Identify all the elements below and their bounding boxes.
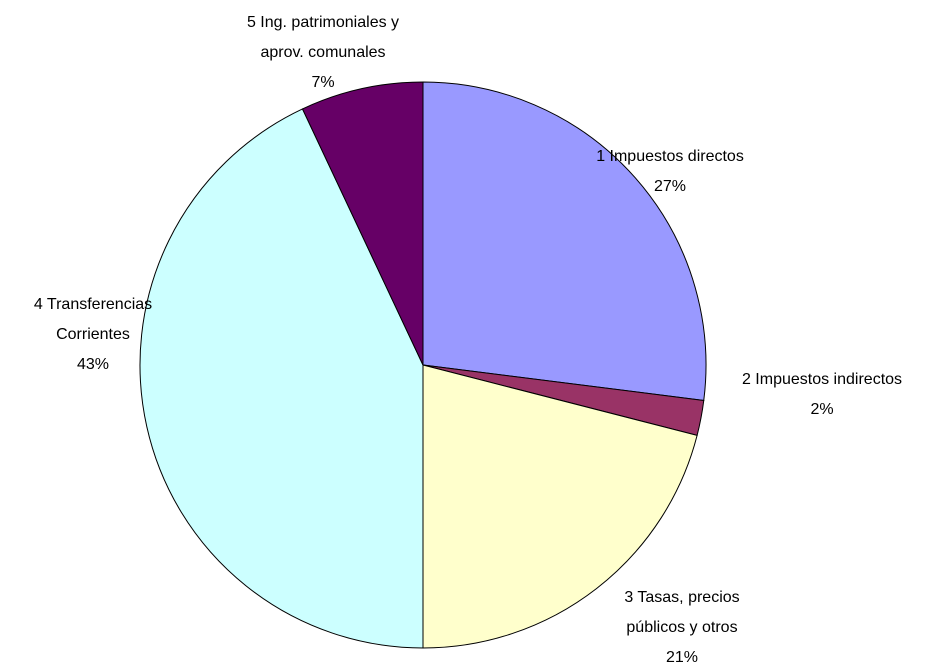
label-line: aprov. comunales: [260, 44, 385, 61]
label-line: 3 Tasas, precios: [624, 589, 739, 606]
value-label: 2%: [810, 401, 833, 418]
label-line: 1 Impuestos directos: [596, 148, 744, 165]
value-label: 27%: [654, 178, 686, 195]
slice-label: 3 Tasas, precios públicos y otros: [624, 589, 739, 636]
label-line: Corrientes: [56, 326, 130, 343]
slice-label: 2 Impuestos indirectos: [742, 371, 902, 388]
slice-label: 4 Transferencias Corrientes: [34, 296, 152, 343]
pie-slice: [422, 364, 698, 649]
slice-label: 5 Ing. patrimoniales y aprov. comunales: [247, 14, 399, 61]
value-label: 7%: [311, 74, 334, 91]
pie-slice: [139, 108, 424, 649]
pie-slice: [301, 81, 424, 366]
label-line: públicos y otros: [626, 619, 737, 636]
label-line: 4 Transferencias: [34, 296, 152, 313]
label-line: 2 Impuestos indirectos: [742, 371, 902, 388]
pie-slice: [422, 81, 707, 402]
value-label: 21%: [666, 649, 698, 666]
value-label: 43%: [77, 356, 109, 373]
label-line: 5 Ing. patrimoniales y: [247, 14, 399, 31]
slice-label: 1 Impuestos directos: [596, 148, 744, 165]
